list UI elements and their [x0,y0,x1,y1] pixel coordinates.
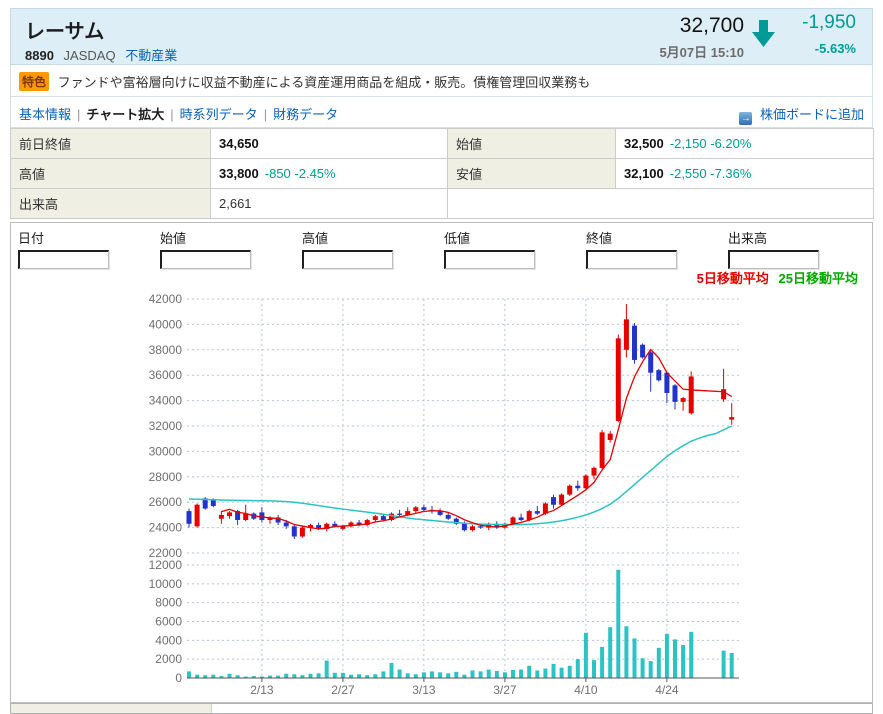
nav-right: → 株価ボードに追加 [739,104,864,125]
form-field-date: 日付 [18,228,158,269]
svg-text:22000: 22000 [149,546,183,560]
summary-value-prev-close: 34,650 [210,128,448,159]
nav-tab-time-series[interactable]: 時系列データ [179,107,258,122]
svg-text:4/10: 4/10 [574,683,598,697]
svg-text:0: 0 [175,671,182,685]
input-low[interactable] [444,250,535,269]
nav-row: 基本情報 | チャート拡大 | 時系列データ | 財務データ → 株価ボードに追加 [10,97,873,128]
form-label-volume: 出来高 [728,231,768,246]
price-volume-chart: 4200040000380003600034000320003000028000… [149,292,739,697]
next-section-partial [10,703,873,714]
price-change: -1,950 [802,12,856,33]
svg-text:32000: 32000 [149,419,183,433]
summary-value-open: 32,500 -2,150 -6.20% [615,128,874,159]
svg-text:2/13: 2/13 [250,683,274,697]
chart-section: 日付 始値 高値 低値 終値 出来高 5日移動平均 25日移動平均 42000 40000 3… [10,222,873,703]
summary-label-low: 安値 [447,158,616,189]
svg-text:3/27: 3/27 [493,683,517,697]
stock-name: レーサム [25,21,105,43]
nav-tab-financials[interactable]: 財務データ [273,107,339,122]
price-block: 32,700 5月07日 15:10 [659,14,744,61]
summary-value-volume: 2,661 [210,188,448,219]
add-board-link[interactable]: 株価ボードに追加 [759,107,864,122]
quote-summary: 前日終値 34,650 始値 32,500 -2,150 -6.20% 高値 33,800-… [10,128,874,219]
down-arrow-icon [751,19,776,53]
nav-tab-basic-info[interactable]: 基本情報 [19,107,72,122]
nav-separator: | [170,107,174,122]
ma5-legend-label: 5日移動平均 [696,271,769,286]
nav-tab-chart-zoom: チャート拡大 [86,107,165,122]
svg-text:8000: 8000 [155,596,182,610]
summary-delta-low: -2,550 -7.36% [669,166,752,181]
svg-text:24000: 24000 [149,521,183,535]
svg-text:12000: 12000 [149,558,183,572]
svg-text:4/24: 4/24 [655,683,679,697]
svg-text:36000: 36000 [149,368,183,382]
svg-text:28000: 28000 [149,470,183,484]
svg-text:30000: 30000 [149,444,183,458]
stock-header: レーサム 8890 JASDAQ 不動産業 32,700 5月07日 15:10… [10,8,873,65]
form-label-high: 高値 [302,231,329,246]
form-field-high: 高値 [302,228,442,269]
feature-text: ファンドや富裕層向けに収益不動産による資産運用商品を組成・販売。債権管理回収業務… [57,75,591,90]
nav-separator: | [77,107,81,122]
svg-text:42000: 42000 [149,292,183,306]
quote-summary-table: 前日終値 34,650 始値 32,500 -2,150 -6.20% 高値 33,800-… [10,128,874,219]
price-change-pct: -5.63% [814,41,856,56]
ma-legend: 5日移動平均 25日移動平均 [697,268,858,287]
summary-empty-cell [447,188,874,219]
form-field-close: 終値 [586,228,726,269]
summary-delta-open: -2,150 -6.20% [669,136,752,151]
input-high[interactable] [302,250,393,269]
summary-delta-high: -850 -2.45% [264,166,336,181]
summary-value-low: 32,100 -2,550 -7.36% [615,158,874,189]
svg-text:34000: 34000 [149,394,183,408]
feature-row: 特色 ファンドや富裕層向けに収益不動産による資産運用商品を組成・販売。債権管理回… [10,65,873,97]
next-section-label-cell [11,704,212,713]
form-field-open: 始値 [160,228,300,269]
svg-text:2000: 2000 [155,652,182,666]
market-name: JASDAQ [63,48,116,63]
form-label-date: 日付 [18,231,45,246]
stock-code-line: 8890 JASDAQ 不動産業 [25,45,177,64]
feature-badge: 特色 [19,72,50,91]
price-datetime: 5月07日 15:10 [659,45,744,60]
summary-label-volume: 出来高 [10,188,211,219]
industry-link[interactable]: 不動産業 [125,48,178,63]
svg-text:10000: 10000 [149,577,183,591]
svg-text:3/13: 3/13 [412,683,436,697]
summary-label-prev-close: 前日終値 [10,128,211,159]
form-field-low: 低値 [444,228,584,269]
input-date[interactable] [18,250,109,269]
add-board-icon: → [739,112,753,125]
summary-label-open: 始値 [447,128,616,159]
form-label-low: 低値 [444,231,471,246]
nav-separator: | [263,107,268,122]
current-price: 32,700 [679,14,744,37]
svg-text:2/27: 2/27 [331,683,355,697]
change-block: -1,950 -5.63% [802,12,856,56]
summary-value-high: 33,800 -850 -2.45% [210,158,448,189]
svg-text:4000: 4000 [155,633,182,647]
input-volume[interactable] [728,250,819,269]
input-open[interactable] [160,250,251,269]
form-label-close: 終値 [586,231,613,246]
input-close[interactable] [586,250,677,269]
svg-text:40000: 40000 [149,317,183,331]
svg-text:6000: 6000 [155,615,182,629]
form-label-open: 始値 [160,231,187,246]
svg-text:38000: 38000 [149,343,183,357]
nav-tabs: 基本情報 | チャート拡大 | 時系列データ | 財務データ [19,104,338,123]
form-field-volume: 出来高 [728,228,868,269]
ma25-legend-label: 25日移動平均 [778,271,858,286]
stock-code: 8890 [25,48,54,63]
svg-text:26000: 26000 [149,495,183,509]
summary-label-high: 高値 [10,158,211,189]
